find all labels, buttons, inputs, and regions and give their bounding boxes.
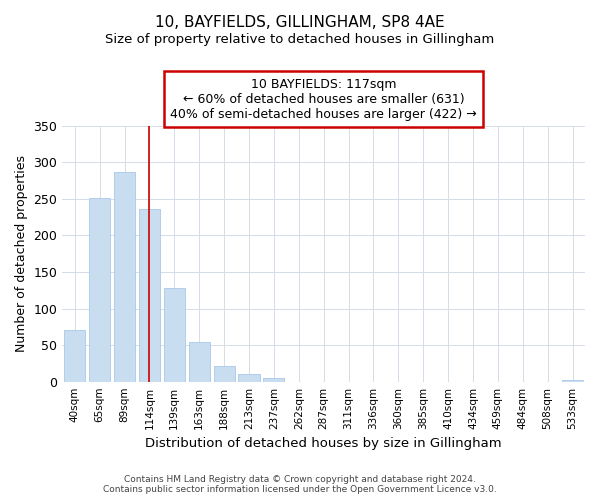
Bar <box>188 342 210 382</box>
Bar <box>114 172 135 382</box>
Bar <box>238 374 260 382</box>
Text: Contains HM Land Registry data © Crown copyright and database right 2024.
Contai: Contains HM Land Registry data © Crown c… <box>103 474 497 494</box>
Y-axis label: Number of detached properties: Number of detached properties <box>15 155 28 352</box>
Bar <box>139 209 160 382</box>
Bar <box>89 198 110 382</box>
Text: 10 BAYFIELDS: 117sqm
← 60% of detached houses are smaller (631)
40% of semi-deta: 10 BAYFIELDS: 117sqm ← 60% of detached h… <box>170 78 477 120</box>
Text: Size of property relative to detached houses in Gillingham: Size of property relative to detached ho… <box>106 32 494 46</box>
Bar <box>562 380 583 382</box>
Bar <box>263 378 284 382</box>
Bar <box>214 366 235 382</box>
X-axis label: Distribution of detached houses by size in Gillingham: Distribution of detached houses by size … <box>145 437 502 450</box>
Bar <box>64 330 85 382</box>
Bar <box>164 288 185 382</box>
Text: 10, BAYFIELDS, GILLINGHAM, SP8 4AE: 10, BAYFIELDS, GILLINGHAM, SP8 4AE <box>155 15 445 30</box>
